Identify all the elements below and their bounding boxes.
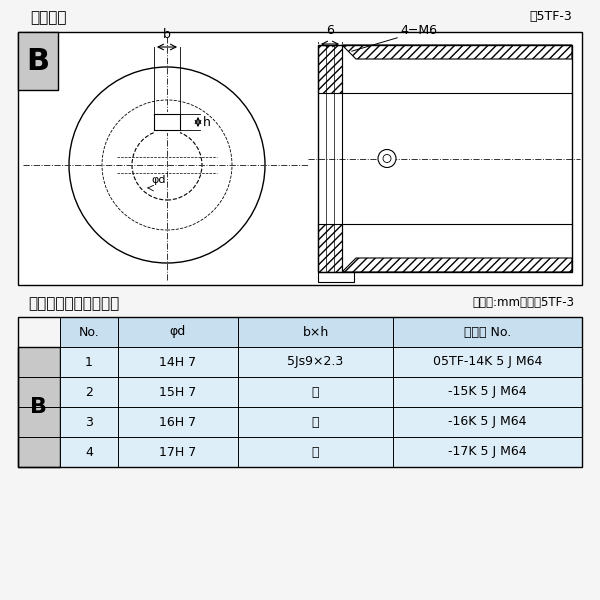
Text: 〃: 〃: [312, 415, 319, 428]
Circle shape: [132, 130, 202, 200]
Bar: [318, 45, 572, 272]
Text: 5Js9×2.3: 5Js9×2.3: [287, 355, 344, 368]
Circle shape: [383, 154, 391, 163]
Bar: [318, 224, 342, 272]
Bar: [60, 347, 582, 377]
Bar: [342, 93, 572, 224]
Text: B: B: [31, 397, 47, 417]
Text: 6: 6: [326, 24, 334, 37]
Bar: [154, 112, 180, 133]
Bar: [18, 347, 60, 467]
Text: No.: No.: [79, 325, 100, 338]
Text: h: h: [203, 115, 211, 128]
Bar: [318, 45, 342, 93]
Text: 4: 4: [85, 445, 93, 458]
Bar: [318, 272, 354, 282]
Text: 17H 7: 17H 7: [160, 445, 197, 458]
Text: B: B: [26, 46, 50, 76]
Text: コード No.: コード No.: [464, 325, 511, 338]
Text: 囵5TF-3: 囵5TF-3: [529, 10, 572, 23]
Text: b: b: [163, 28, 171, 41]
Text: 2: 2: [85, 385, 93, 398]
Text: 軸穴形状: 軸穴形状: [30, 10, 67, 25]
Bar: [18, 32, 58, 90]
Bar: [18, 32, 582, 285]
Bar: [60, 317, 582, 347]
Text: φd: φd: [152, 175, 166, 185]
Bar: [318, 224, 342, 272]
Bar: [60, 377, 582, 407]
Polygon shape: [342, 45, 572, 59]
Text: -15K 5 J M64: -15K 5 J M64: [448, 385, 527, 398]
Bar: [60, 407, 582, 437]
Polygon shape: [342, 258, 572, 272]
Text: 3: 3: [85, 415, 93, 428]
Bar: [60, 437, 582, 467]
Bar: [18, 317, 582, 467]
Text: 14H 7: 14H 7: [160, 355, 197, 368]
Bar: [318, 45, 342, 93]
Circle shape: [69, 67, 265, 263]
Text: 軸穴形状コード一覧表: 軸穴形状コード一覧表: [28, 296, 119, 311]
Text: φd: φd: [170, 325, 186, 338]
Text: -16K 5 J M64: -16K 5 J M64: [448, 415, 527, 428]
Text: b×h: b×h: [302, 325, 329, 338]
Circle shape: [378, 149, 396, 167]
Text: 05TF-14K 5 J M64: 05TF-14K 5 J M64: [433, 355, 542, 368]
Text: 15H 7: 15H 7: [160, 385, 197, 398]
Text: 〃: 〃: [312, 385, 319, 398]
Text: 〃: 〃: [312, 445, 319, 458]
Text: 4−M6: 4−M6: [400, 24, 437, 37]
Text: （単位:mm）　表5TF-3: （単位:mm） 表5TF-3: [472, 296, 574, 309]
Text: -17K 5 J M64: -17K 5 J M64: [448, 445, 527, 458]
Text: 1: 1: [85, 355, 93, 368]
Text: 16H 7: 16H 7: [160, 415, 197, 428]
